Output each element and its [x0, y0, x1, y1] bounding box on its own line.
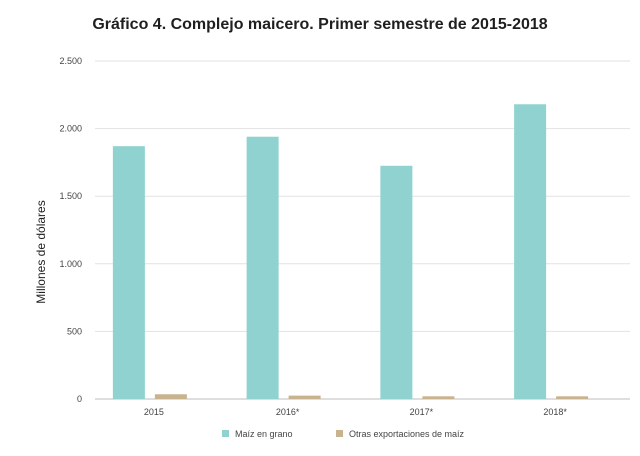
legend-label: Maíz en grano [235, 429, 293, 439]
x-tick-label: 2016* [276, 407, 300, 417]
gridlines [95, 60, 630, 400]
bar-maiz-en-grano-3 [514, 104, 547, 399]
chart-title: Gráfico 4. Complejo maicero. Primer seme… [92, 16, 548, 33]
y-axis-ticks: 0 500 1.000 1.500 2.000 2.500 [59, 56, 82, 404]
y-axis-label: Millones de dólares [34, 200, 48, 303]
y-tick-label: 500 [67, 326, 82, 336]
bar-maiz-en-grano-0 [112, 146, 145, 399]
x-axis-ticks: 2015 2016* 2017* 2018* [144, 407, 568, 417]
y-tick-label: 2.500 [59, 56, 82, 66]
bar-maiz-en-grano-2 [380, 165, 413, 399]
x-tick-label: 2015 [144, 407, 164, 417]
legend-swatch [222, 430, 229, 437]
legend-swatch [336, 430, 343, 437]
x-tick-label: 2017* [410, 407, 434, 417]
bar-otras-exportaciones-3 [556, 396, 589, 399]
x-tick-label: 2018* [543, 407, 567, 417]
bar-otras-exportaciones-2 [422, 396, 455, 399]
bar-otras-exportaciones-1 [288, 395, 321, 399]
y-tick-label: 0 [77, 394, 82, 404]
y-tick-label: 1.000 [59, 259, 82, 269]
y-tick-label: 2.000 [59, 124, 82, 134]
y-tick-label: 1.500 [59, 191, 82, 201]
bar-maiz-en-grano-1 [246, 136, 279, 399]
legend: Maíz en grano Otras exportaciones de maíz [222, 429, 465, 439]
legend-label: Otras exportaciones de maíz [349, 429, 465, 439]
bar-otras-exportaciones-0 [154, 394, 187, 399]
bars [112, 104, 589, 399]
